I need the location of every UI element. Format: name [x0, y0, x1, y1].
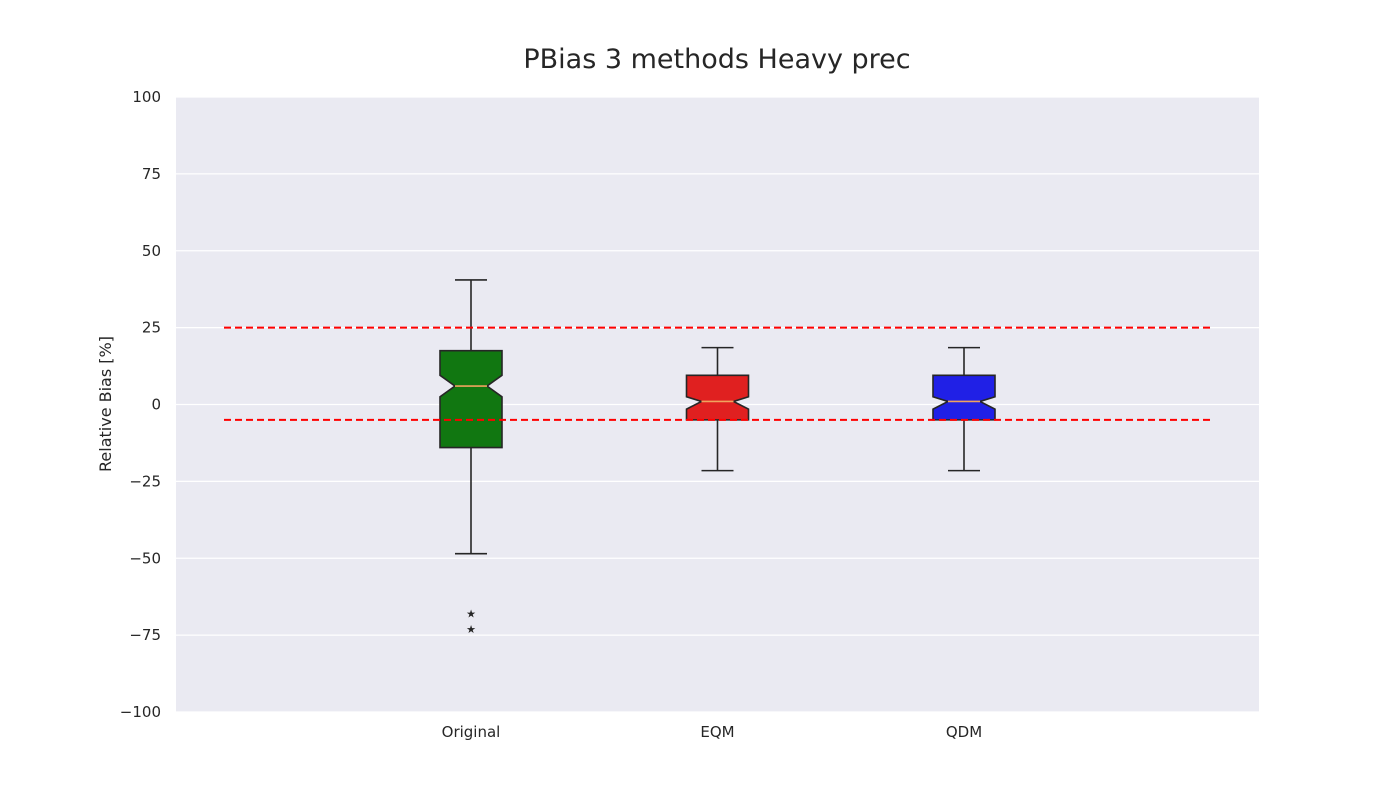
x-tick-label: QDM: [946, 723, 982, 741]
box-eqm: [685, 346, 750, 472]
y-axis-label: Relative Bias [%]: [96, 336, 115, 472]
box-qdm: [932, 346, 996, 472]
y-tick-label: −100: [120, 703, 161, 721]
box-original: ★★: [439, 279, 503, 636]
outlier-point: ★: [466, 608, 476, 621]
y-tick-label: 25: [142, 319, 161, 337]
y-tick-label: 100: [132, 88, 161, 106]
x-axis-ticks: Original EQM QDM: [442, 723, 983, 741]
y-tick-label: −25: [129, 472, 161, 490]
x-tick-label: Original: [442, 723, 501, 741]
chart-title: PBias 3 methods Heavy prec: [523, 44, 910, 75]
y-tick-label: 75: [142, 165, 161, 183]
outlier-point: ★: [466, 623, 476, 636]
box-body: [685, 374, 750, 421]
y-tick-label: 50: [142, 242, 161, 260]
box-series: ★★: [439, 279, 996, 636]
x-tick-label: EQM: [700, 723, 734, 741]
y-axis-ticks: 100 75 50 25 0 −25 −50 −75 −100: [120, 88, 161, 721]
box-body: [439, 349, 503, 449]
y-tick-label: −50: [129, 549, 161, 567]
box-body: [932, 374, 996, 421]
y-tick-label: −75: [129, 626, 161, 644]
y-tick-label: 0: [151, 396, 161, 414]
